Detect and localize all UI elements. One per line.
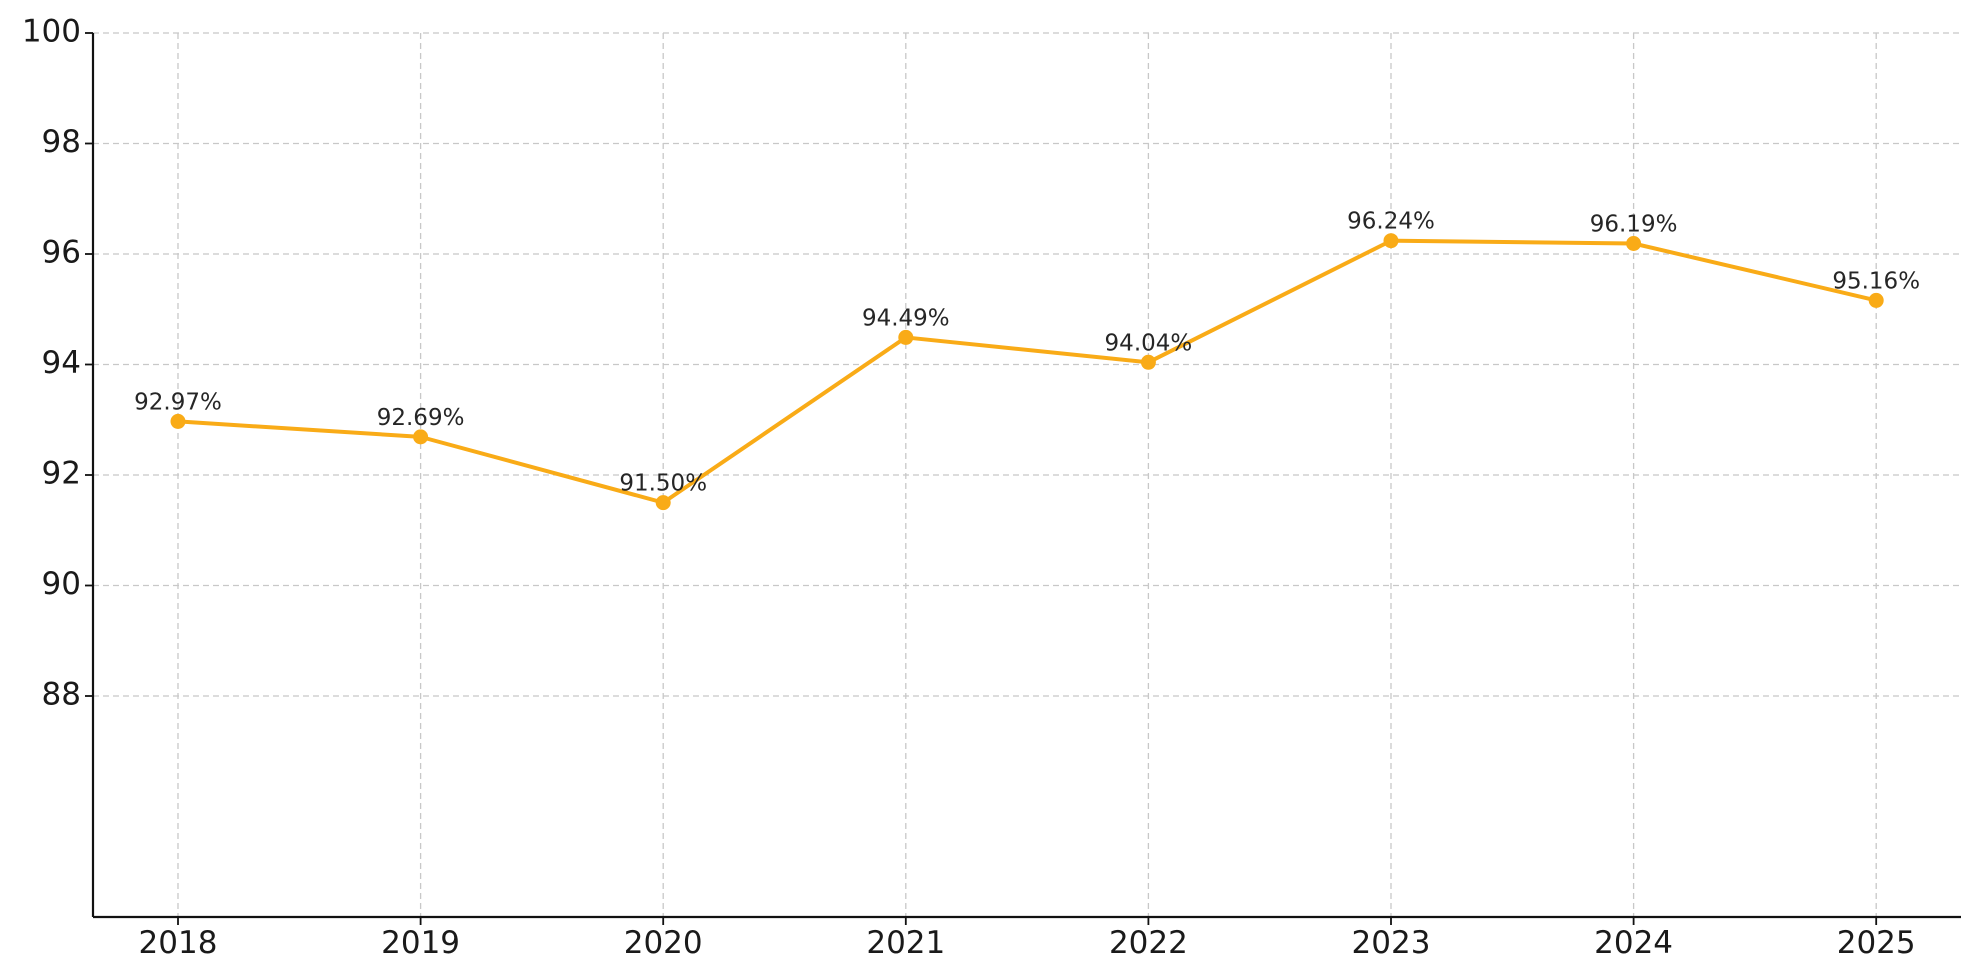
axes [85,32,1961,925]
data-point [655,495,671,511]
data-label: 94.04% [1105,330,1193,356]
data-label: 96.24% [1347,209,1435,235]
data-label: 94.49% [862,305,950,331]
x-tick-label: 2025 [1837,925,1916,961]
x-tick-label: 2019 [381,925,460,961]
x-tick-label: 2024 [1594,925,1673,961]
data-point [1383,233,1399,249]
y-tick-label: 96 [42,235,81,271]
data-label: 92.69% [377,405,465,431]
x-tick-label: 2023 [1352,925,1431,961]
y-tick-label: 92 [42,456,81,492]
data-point [1868,292,1884,308]
data-point [413,429,429,445]
series-line [176,238,1879,505]
y-tick-label: 100 [22,14,81,50]
data-label: 91.50% [619,471,707,497]
y-tick-label: 98 [42,124,81,160]
data-point [1626,236,1642,252]
y-tick-label: 88 [42,677,81,713]
data-point [1140,354,1156,370]
y-tick-label: 94 [42,345,81,381]
x-tick-label: 2018 [139,925,218,961]
data-labels: 92.97% 92.69% 91.50% 94.49% 94.04% 96.24% 96.1… [134,209,1920,497]
series [170,233,1884,511]
y-tick-label: 90 [42,566,81,602]
x-tick-label: 2022 [1109,925,1188,961]
x-tick-label: 2021 [866,925,945,961]
data-label: 95.16% [1832,268,1920,294]
grid [93,32,1961,917]
data-label: 92.97% [134,389,222,415]
x-tick-label: 2020 [624,925,703,961]
tick-labels: 88 90 92 94 96 98 100 2018 2019 2020 2021 2022 2023 2… [22,14,1916,962]
data-label: 96.19% [1590,212,1678,238]
data-point [170,413,186,429]
data-point [898,329,914,345]
